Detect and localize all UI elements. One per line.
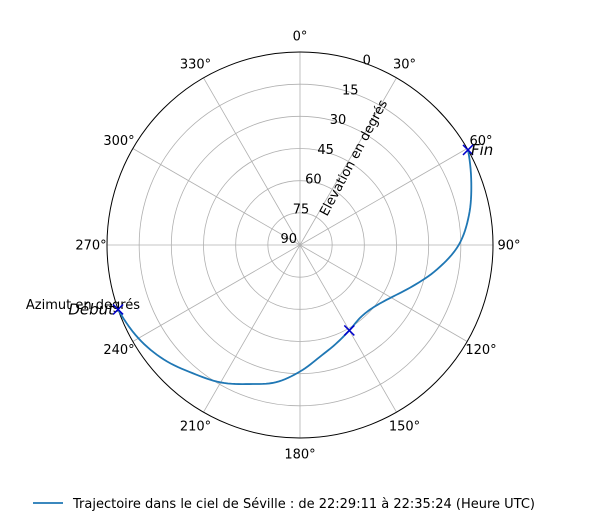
elevation-axis-label: Elevation en degrés (317, 97, 391, 218)
legend: Trajectoire dans le ciel de Séville : de… (33, 497, 535, 512)
grid-spoke (203, 77, 301, 246)
marker-label: Début (68, 300, 115, 318)
azimuth-tick-label: 90° (497, 239, 520, 254)
markers: Début Fin (68, 141, 493, 336)
legend-entry: Trajectoire dans le ciel de Séville : de… (72, 497, 535, 512)
elevation-tick-label: 15 (342, 83, 359, 98)
grid-spoke (203, 244, 301, 413)
elevation-tick-label: 90 (280, 232, 297, 247)
marker-x (343, 324, 355, 336)
elevation-tick-labels: 90 75 60 45 30 15 0 (280, 54, 370, 247)
trajectory-line (117, 149, 473, 385)
azimuth-tick-label: 210° (180, 419, 211, 434)
elevation-tick-label: 60 (305, 173, 322, 188)
azimuth-tick-label: 120° (465, 343, 496, 358)
grid-spoke (132, 148, 301, 246)
marker-x (112, 303, 124, 315)
azimuth-axis-label: Azimut en degrés (26, 298, 140, 313)
azimuth-tick-labels: 0° 30° 60° 90° 120° 150° 180° 210° 240° 270° 300° 3… (75, 30, 520, 463)
azimuth-tick-label: 60° (469, 134, 492, 149)
marker-x (462, 144, 474, 156)
grid (107, 52, 493, 438)
grid-spoke (299, 244, 468, 342)
outer-frame (106, 51, 494, 439)
azimuth-tick-label: 330° (180, 58, 211, 73)
elevation-tick-label: 45 (317, 143, 334, 158)
elevation-tick-label: 0 (363, 54, 371, 69)
marker-label: Fin (471, 141, 493, 159)
azimuth-tick-label: 180° (284, 448, 315, 463)
grid-spoke (299, 148, 468, 246)
azimuth-tick-label: 30° (393, 58, 416, 73)
elevation-tick-label: 30 (330, 113, 347, 128)
series (117, 149, 473, 385)
azimuth-tick-label: 0° (293, 30, 308, 45)
azimuth-tick-label: 240° (103, 343, 134, 358)
azimuth-tick-label: 300° (103, 134, 134, 149)
grid-spoke (299, 77, 397, 246)
azimuth-tick-label: 270° (75, 239, 106, 254)
azimuth-tick-label: 150° (389, 419, 420, 434)
elevation-tick-label: 75 (293, 202, 310, 217)
grid-spoke (132, 244, 301, 342)
